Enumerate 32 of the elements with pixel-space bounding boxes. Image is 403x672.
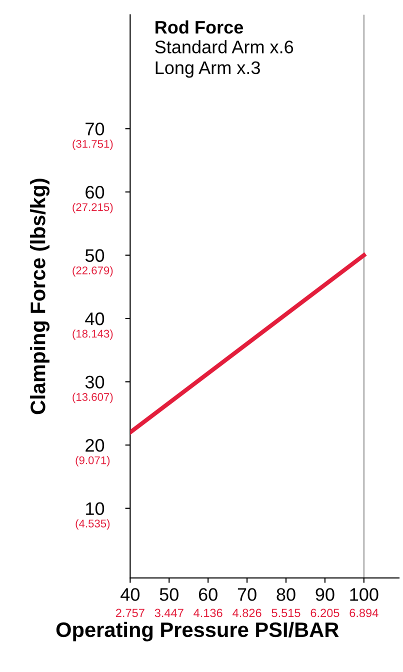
x-tick-label: 60 — [198, 588, 218, 601]
chart-title: Rod Force — [156, 20, 244, 34]
y2-tick-label: (13.607) — [72, 392, 113, 404]
y2-tick-label: (9.071) — [76, 456, 110, 466]
y2-axis-title: Clamping Force (lbs/kg) — [30, 178, 50, 414]
y2-tick-label: (4.535) — [76, 519, 110, 530]
x2-tick-label: 5.515 — [272, 608, 300, 618]
y-tick-label: 30 — [85, 376, 104, 388]
x-tick-label: 90 — [316, 588, 334, 601]
x-tick-label: 40 — [120, 588, 140, 601]
x-tick-label: 50 — [160, 588, 178, 601]
x2-tick-label: 6.205 — [310, 608, 340, 618]
y-tick-label: 10 — [86, 502, 104, 516]
x-axis-title: Operating Pressure PSI/BAR — [56, 622, 339, 642]
y2-tick-label: (31.751) — [72, 140, 113, 150]
y-tick-label: 40 — [85, 312, 104, 326]
x2-tick-label: 6.894 — [350, 608, 378, 618]
y2-tick-label: (18.143) — [72, 329, 113, 340]
y2-tick-label: (22.679) — [72, 266, 113, 277]
y-tick-label: 50 — [85, 249, 104, 262]
x-tick-label: 70 — [238, 588, 256, 601]
x-tick-label: 80 — [276, 588, 296, 601]
y2-tick-label: (27.215) — [72, 202, 113, 214]
x2-tick-label: 4.826 — [232, 608, 262, 618]
x2-tick-label: 3.447 — [154, 608, 184, 618]
y-tick-label: 70 — [86, 122, 104, 136]
text: Standard Arm x.6 Long Arm x.3 — [155, 40, 294, 78]
x2-tick-label: 2.757 — [116, 608, 144, 618]
x-tick-label: 100 — [350, 588, 378, 601]
y-tick-label: 20 — [86, 438, 104, 452]
x2-tick-label: 4.136 — [194, 608, 222, 618]
y-tick-label: 60 — [86, 186, 104, 199]
